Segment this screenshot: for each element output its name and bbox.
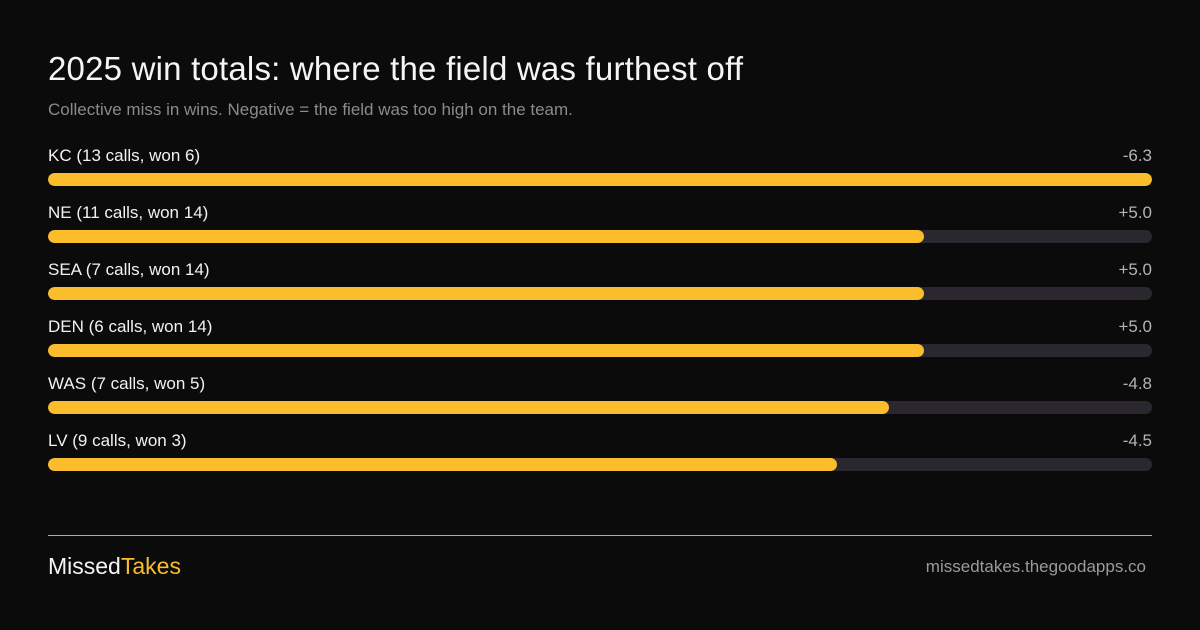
bar-track: [48, 401, 1152, 414]
bar-label: WAS (7 calls, won 5): [48, 374, 206, 393]
chart-subtitle: Collective miss in wins. Negative = the …: [48, 100, 573, 119]
bar-label: DEN (6 calls, won 14): [48, 317, 213, 336]
brand-logo-part1: Missed: [48, 553, 121, 579]
bar-track: [48, 344, 1152, 357]
brand-logo-part2: Takes: [120, 553, 181, 579]
bar-value-label: +5.0: [1118, 203, 1152, 222]
bar-row: WAS (7 calls, won 5) -4.8: [48, 372, 1152, 429]
footer-divider: [48, 535, 1152, 536]
bar-track: [48, 287, 1152, 300]
bar-label: SEA (7 calls, won 14): [48, 260, 210, 279]
bar-value-label: -6.3: [1122, 146, 1152, 165]
bar-row: NE (11 calls, won 14) +5.0: [48, 201, 1152, 258]
bar: [48, 230, 924, 243]
bar: [48, 401, 889, 414]
site-url: missedtakes.thegoodapps.co: [925, 557, 1146, 576]
bar-row: KC (13 calls, won 6) -6.3: [48, 144, 1152, 201]
bar-label: KC (13 calls, won 6): [48, 146, 201, 165]
bar: [48, 173, 1152, 186]
bar-row: DEN (6 calls, won 14) +5.0: [48, 315, 1152, 372]
bar-row: LV (9 calls, won 3) -4.5: [48, 429, 1152, 486]
bar-track: [48, 230, 1152, 243]
bar-track: [48, 173, 1152, 186]
bar-value-label: -4.8: [1122, 374, 1152, 393]
bar-value-label: +5.0: [1118, 317, 1152, 336]
brand-logo: MissedTakes: [48, 553, 181, 580]
bar-rows: KC (13 calls, won 6) -6.3 NE (11 calls, wo…: [48, 144, 1152, 486]
bar: [48, 287, 924, 300]
bar: [48, 344, 924, 357]
bar: [48, 458, 837, 471]
bar-value-label: -4.5: [1122, 431, 1152, 450]
chart-title: 2025 win totals: where the field was fur…: [48, 50, 744, 87]
bar-row: SEA (7 calls, won 14) +5.0: [48, 258, 1152, 315]
bar-track: [48, 458, 1152, 471]
bar-label: NE (11 calls, won 14): [48, 203, 209, 222]
bar-label: LV (9 calls, won 3): [48, 431, 187, 450]
bar-value-label: +5.0: [1118, 260, 1152, 279]
